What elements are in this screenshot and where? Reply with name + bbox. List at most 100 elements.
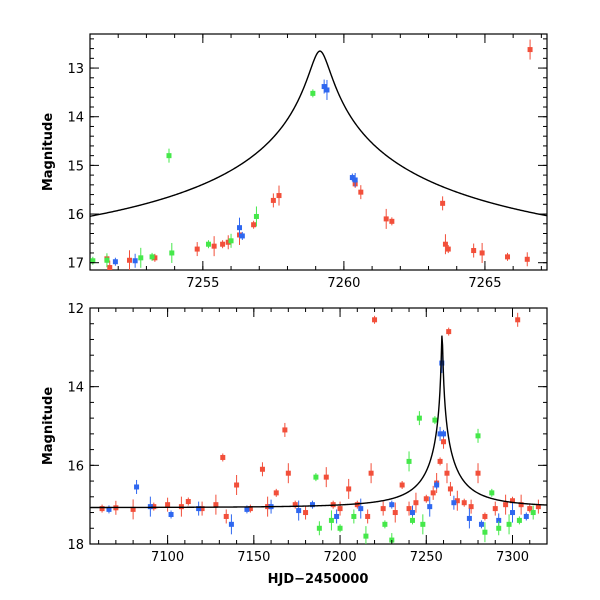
red-data-point [440,200,446,206]
full-panel-ticks: 7100 7150 7200 7250 7300 12 14 16 18 [67,302,548,565]
green-data-point [351,513,357,519]
red-data-point [445,246,451,252]
zoom-panel-frame [89,33,548,271]
x-tick-label: 7265 [468,276,501,291]
y-tick-label: 12 [67,302,84,317]
red-data-point [303,510,309,516]
green-data-point [506,521,512,527]
red-data-point [447,486,453,492]
blue-data-point [106,506,112,512]
red-data-point [165,502,171,508]
model-curve [90,335,547,509]
x-tick-label: 7200 [324,550,357,565]
red-data-point [234,482,240,488]
blue-data-point [510,510,516,516]
red-data-point [107,265,113,270]
x-tick-label: 7255 [186,276,219,291]
green-data-point [205,241,211,247]
red-data-point [276,193,282,199]
red-data-point [126,257,132,263]
full-panel-frame [89,307,548,545]
y-tick-label: 17 [67,257,84,272]
red-data-point [273,490,279,496]
y-tick-label: 16 [67,459,84,474]
red-data-point [354,502,360,508]
red-data-point [251,222,257,228]
blue-data-point [147,504,153,510]
red-data-point [441,439,447,445]
red-data-point [211,243,217,249]
blue-data-point [358,506,364,512]
green-data-point [104,257,110,263]
y-tick-label: 14 [67,111,84,126]
full-panel-ylabel: Magnitude [41,387,56,466]
y-tick-label: 15 [67,159,84,174]
zoom-panel-ticks: 7255 7260 7265 13 14 15 16 17 [67,34,547,291]
red-data-point [358,189,364,195]
blue-data-point [112,259,118,265]
full-panel-marks [90,312,547,544]
red-data-point [389,218,395,224]
green-data-point [482,529,488,535]
red-data-point [323,474,329,480]
red-data-point [444,470,450,476]
red-data-point [285,470,291,476]
red-data-point [535,504,541,510]
y-tick-label: 18 [67,538,84,553]
blue-data-point [228,521,234,527]
green-data-point [337,525,343,531]
green-data-point [496,525,502,531]
red-data-point [437,458,443,464]
red-data-point [518,502,524,508]
red-data-point [413,500,419,506]
red-data-point [479,250,485,256]
blue-data-point [334,513,340,519]
red-data-point [225,239,231,245]
green-data-point [420,521,426,527]
red-data-point [282,427,288,433]
red-data-point [442,241,448,247]
blue-data-point [352,177,358,183]
red-data-point [99,506,105,512]
blue-data-point [441,431,447,437]
red-data-point [423,496,429,502]
green-data-point [516,517,522,523]
red-data-point [475,470,481,476]
x-tick-label: 7100 [151,550,184,565]
red-data-point [220,454,226,460]
blue-data-point [349,175,355,181]
green-data-point [90,258,96,264]
full-panel: 7100 7150 7200 7250 7300 12 14 16 18 Magnitude H… [41,302,548,587]
blue-data-point [478,521,484,527]
green-data-point [310,90,316,96]
red-data-point [151,504,157,510]
red-data-point [223,513,229,519]
zoom-panel: 7255 7260 7265 13 14 15 16 17 Magnitude [41,33,548,291]
blue-data-point [389,502,395,508]
red-data-point [406,506,412,512]
red-data-point [185,499,191,505]
red-data-point [247,506,253,512]
blue-data-point [439,360,445,366]
red-data-point [510,498,516,504]
blue-data-point [134,484,140,490]
red-data-point [468,504,474,510]
zoom-panel-ylabel: Magnitude [41,113,56,192]
blue-data-point [324,87,330,93]
red-data-point [527,47,533,53]
green-data-point [253,213,259,219]
red-data-point [454,498,460,504]
red-data-point [505,254,511,260]
blue-data-point [409,510,415,516]
red-data-point [383,216,389,222]
green-data-point [313,474,319,480]
green-data-point [363,533,369,539]
red-data-point [482,513,488,519]
zoom-panel-marks [90,39,547,270]
blue-data-point [168,512,174,517]
green-data-point [475,433,481,439]
red-data-point [194,246,200,252]
green-data-point [169,250,175,256]
green-data-point [166,153,172,159]
